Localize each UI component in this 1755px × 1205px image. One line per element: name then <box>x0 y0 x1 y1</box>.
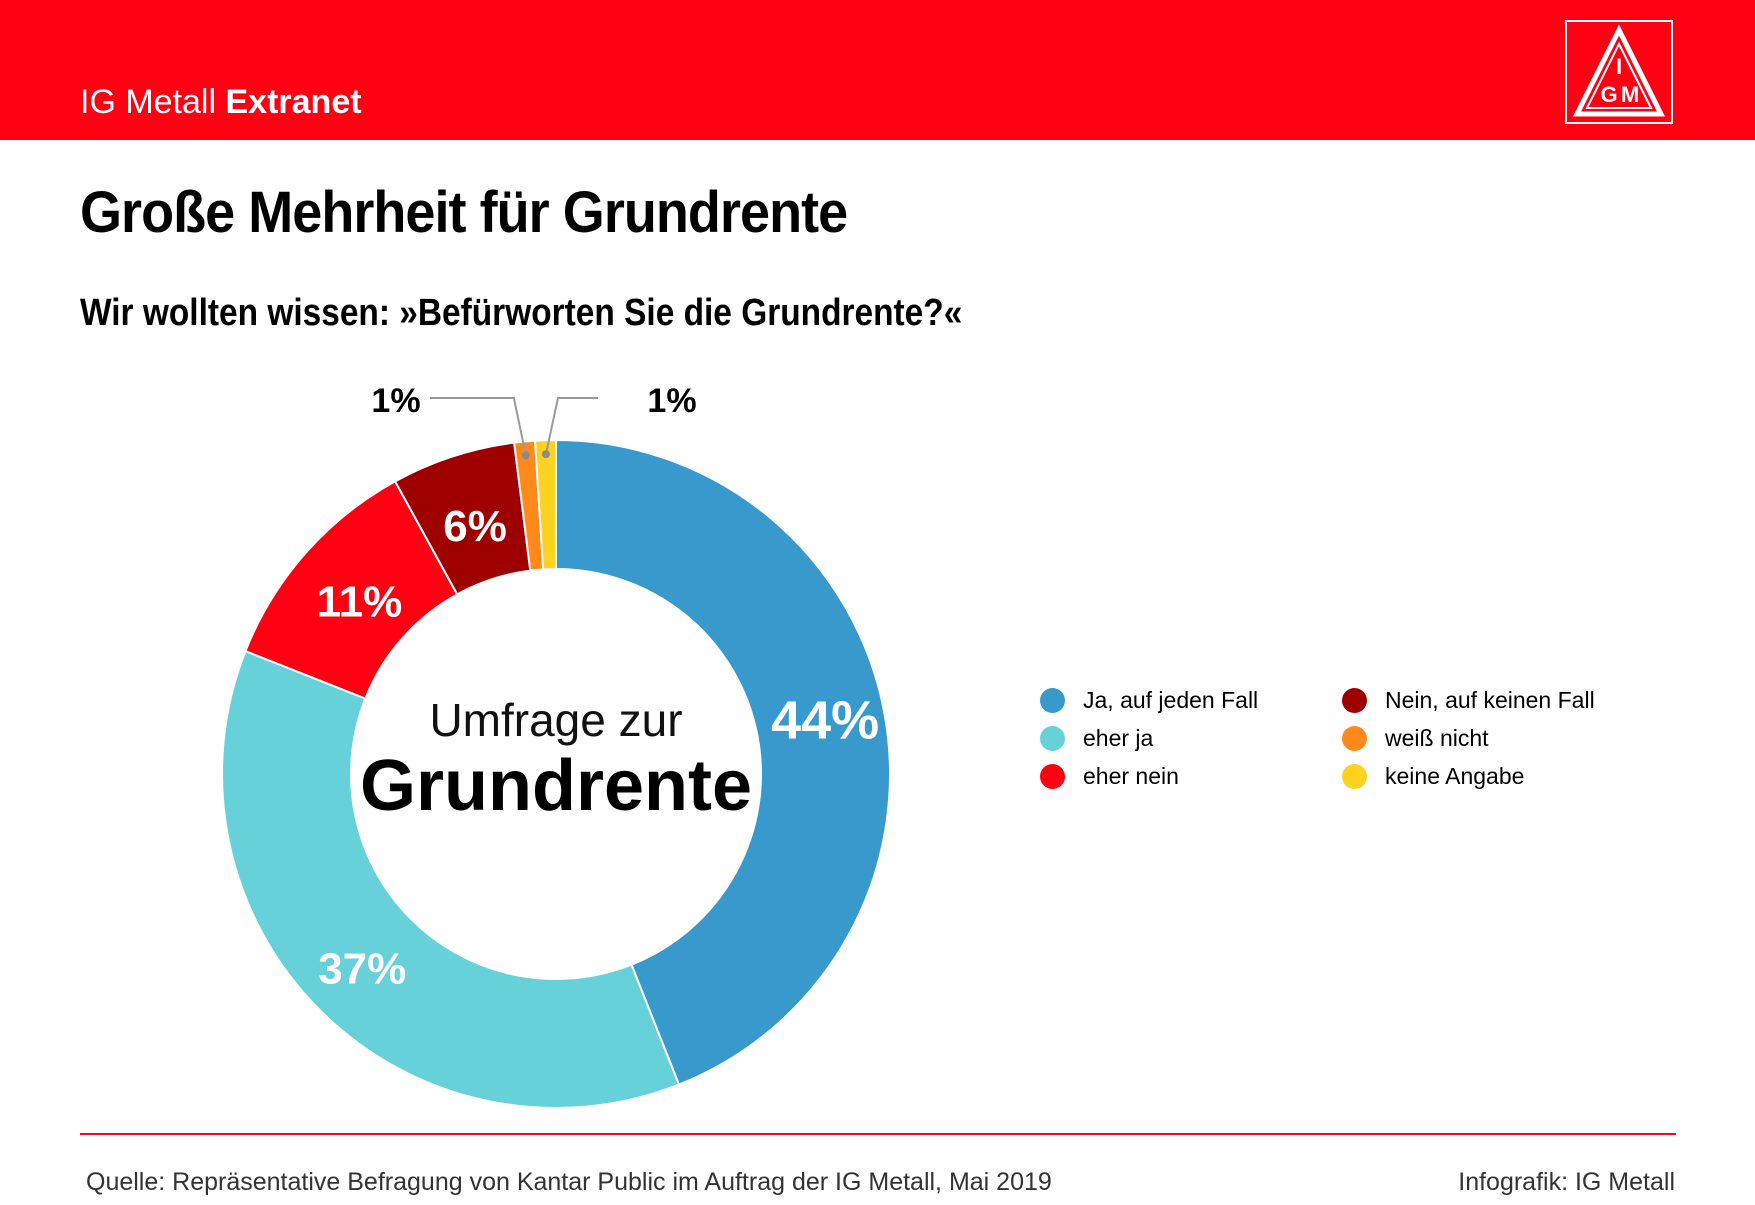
legend-item-weiss-nicht: weiß nicht <box>1342 722 1489 754</box>
center-text-line2: Grundrente <box>360 746 752 826</box>
legend-item-keine-angabe: keine Angabe <box>1342 760 1524 792</box>
source-note: Quelle: Repräsentative Befragung von Kan… <box>86 1168 1052 1196</box>
donut-slice-eher-ja <box>221 649 681 1109</box>
svg-text:I: I <box>1616 54 1622 79</box>
donut-slice-keine-angabe <box>533 438 557 571</box>
leader-line-weiss-nicht <box>430 397 527 456</box>
legend-swatch <box>1342 725 1367 751</box>
data-label-keine-angabe: 1% <box>647 382 696 420</box>
legend-label: Ja, auf jeden Fall <box>1083 686 1259 713</box>
chart-legend: Ja, auf jeden Fall eher ja eher nein Nein, … <box>1040 684 1680 814</box>
legend-swatch <box>1040 725 1065 751</box>
brand-name: IG Metall Extranet <box>80 82 362 122</box>
donut-slice-ja-auf-jeden-fall <box>555 438 891 1086</box>
footer-divider <box>80 1133 1676 1135</box>
leader-dot-weiss-nicht <box>521 451 530 460</box>
header-bar: IG Metall Extranet I G M <box>0 0 1755 140</box>
legend-label: eher ja <box>1083 724 1154 751</box>
leader-dot-keine-angabe <box>541 450 550 459</box>
data-label-nein-auf-keinen-fall: 6% <box>443 502 507 551</box>
data-label-weiss-nicht: 1% <box>371 382 420 420</box>
data-label-eher-nein: 11% <box>317 578 403 627</box>
legend-label: Nein, auf keinen Fall <box>1385 686 1595 713</box>
page-subtitle: Wir wollten wissen: »Befürworten Sie die… <box>80 292 963 334</box>
page-title: Große Mehrheit für Grundrente <box>80 180 848 245</box>
svg-text:G: G <box>1600 82 1617 107</box>
igm-logo: I G M <box>1565 20 1673 124</box>
data-label-eher-ja: 37% <box>318 945 406 994</box>
brand-regular: IG Metall <box>80 83 217 121</box>
legend-item-ja-auf-jeden-fall: Ja, auf jeden Fall <box>1040 684 1258 716</box>
data-label-ja-auf-jeden-fall: 44% <box>771 691 879 751</box>
brand-bold: Extranet <box>225 83 362 121</box>
legend-label: keine Angabe <box>1385 762 1525 789</box>
legend-swatch <box>1342 687 1367 713</box>
legend-swatch <box>1040 687 1065 713</box>
legend-label: eher nein <box>1083 762 1179 789</box>
legend-swatch <box>1342 763 1367 789</box>
infographic-credit: Infografik: IG Metall <box>1458 1168 1675 1196</box>
leader-line-keine-angabe <box>544 397 598 455</box>
legend-swatch <box>1040 763 1065 789</box>
legend-item-nein-auf-keinen-fall: Nein, auf keinen Fall <box>1342 684 1595 716</box>
svg-text:M: M <box>1621 82 1639 107</box>
donut-chart: 44% 37% 11% 6% 1% 1% Umfrage zur Grundrente <box>221 382 891 1109</box>
legend-label: weiß nicht <box>1385 724 1489 751</box>
legend-item-eher-nein: eher nein <box>1040 760 1179 792</box>
legend-item-eher-ja: eher ja <box>1040 722 1153 754</box>
center-text-line1: Umfrage zur <box>429 694 682 746</box>
